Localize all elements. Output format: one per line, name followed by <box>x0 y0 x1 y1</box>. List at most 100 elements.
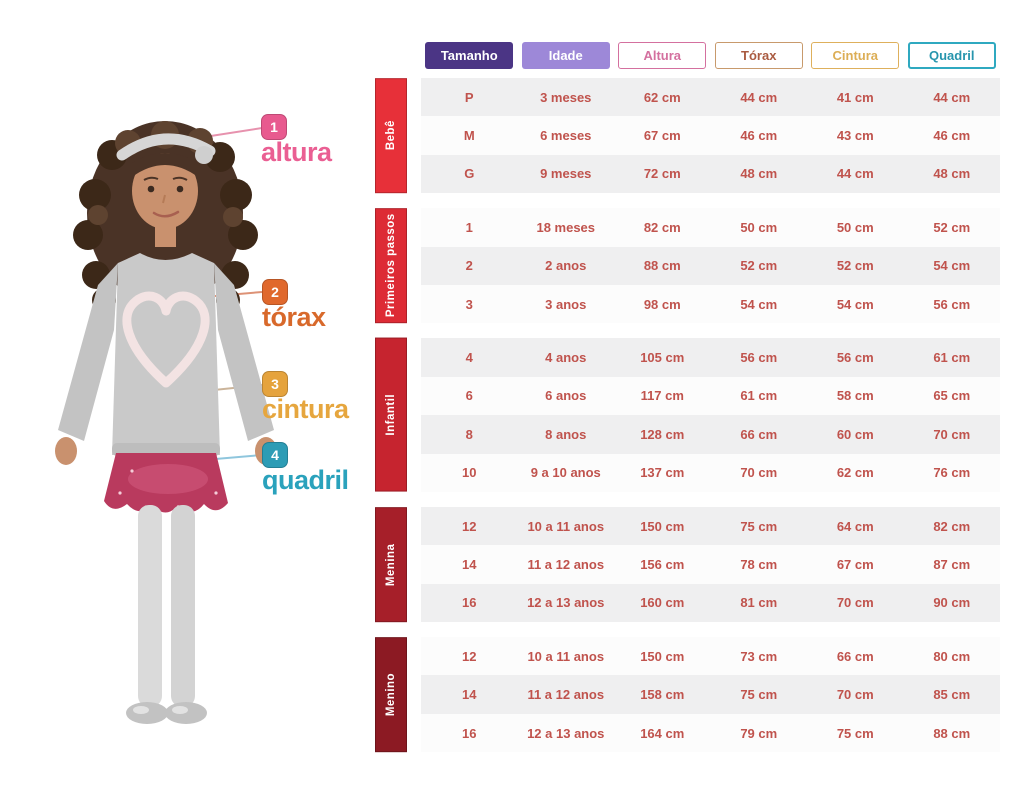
table-cell: 3 anos <box>545 296 587 312</box>
table-cell: 54 cm <box>836 296 874 312</box>
measure-label-2: tórax <box>262 302 326 332</box>
table-cell: 4 <box>465 350 473 366</box>
table-cell: P <box>464 89 474 105</box>
table-cell: 1 <box>465 219 473 235</box>
table-cell: 12 <box>462 518 477 534</box>
measure-badge-2: 2 <box>262 279 288 305</box>
measure-badge-3: 3 <box>262 371 288 397</box>
table-cell: 54 cm <box>740 296 778 312</box>
girl-eye-right <box>176 185 184 193</box>
table-section-2: Infantil 4 4 anos 105 cm 56 cm 56 cm 61 cm 6 6 a… <box>375 338 1000 492</box>
table-cell: 75 cm <box>836 725 874 741</box>
section-label: Infantil <box>375 338 407 492</box>
table-cell: 156 cm <box>640 556 685 572</box>
table-cell: 75 cm <box>740 687 778 703</box>
table-cell: 82 cm <box>643 219 681 235</box>
table-row: M 6 meses 67 cm 46 cm 43 cm 46 cm <box>421 116 1000 155</box>
column-header-tamanho: Tamanho <box>425 42 514 69</box>
table-cell: 8 anos <box>545 426 587 442</box>
table-cell: 50 cm <box>836 219 874 235</box>
table-cell: 52 cm <box>836 258 874 274</box>
table-cell: G <box>464 166 475 182</box>
girl-brow-right <box>172 176 188 181</box>
girl-hair-highlights <box>88 121 243 227</box>
table-cell: 85 cm <box>933 687 971 703</box>
table-section-0: Bebê P 3 meses 62 cm 44 cm 41 cm 44 cm M 6 meses… <box>375 78 1000 194</box>
table-cell: 3 <box>465 296 473 312</box>
girl-shoe-shine-left <box>133 706 149 714</box>
table-cell: 12 a 13 anos <box>527 725 605 741</box>
table-cell: 44 cm <box>836 166 874 182</box>
table-cell: 62 cm <box>836 465 874 481</box>
measure-badge-4: 4 <box>262 442 288 468</box>
header-col: Quadril <box>904 42 1001 69</box>
section-label: Primeiros passos <box>375 208 407 324</box>
girl-eye-left <box>147 185 155 193</box>
table-cell: 66 cm <box>740 426 778 442</box>
table-row: 3 3 anos 98 cm 54 cm 54 cm 56 cm <box>421 284 1000 324</box>
section-label: Menina <box>375 506 407 623</box>
table-cell: 56 cm <box>740 350 778 366</box>
table-cell: 3 meses <box>540 89 592 105</box>
measure-label-1: altura <box>261 137 332 167</box>
table-cell: 10 a 11 anos <box>527 518 605 534</box>
table-cell: 11 a 12 anos <box>527 556 605 572</box>
girl-sweater <box>112 253 220 455</box>
girl-brow-left <box>143 176 159 181</box>
girl-neck <box>155 221 176 247</box>
measure-badge-1: 1 <box>261 114 287 140</box>
table-cell: 67 cm <box>643 128 681 144</box>
table-cell: 12 <box>462 648 477 664</box>
table-cell: 52 cm <box>933 219 971 235</box>
table-cell: 88 cm <box>933 725 971 741</box>
section-rows: 12 10 a 11 anos 150 cm 75 cm 64 cm 82 cm 14 11 … <box>421 506 1000 623</box>
girl-nose <box>162 194 166 204</box>
girl-sweater-hem <box>112 443 220 456</box>
table-cell: 56 cm <box>836 350 874 366</box>
girl-leg-right <box>171 505 195 707</box>
table-row: 8 8 anos 128 cm 66 cm 60 cm 70 cm <box>421 415 1000 454</box>
girl-hand-left <box>55 437 77 465</box>
table-row: 6 6 anos 117 cm 61 cm 58 cm 65 cm <box>421 376 1000 416</box>
table-cell: 18 meses <box>536 219 596 235</box>
table-cell: 44 cm <box>933 89 971 105</box>
table-row: 2 2 anos 88 cm 52 cm 52 cm 54 cm <box>421 246 1000 285</box>
table-cell: 78 cm <box>740 556 778 572</box>
table-cell: 58 cm <box>836 388 874 404</box>
header-col: Cintura <box>807 42 904 69</box>
table-cell: 4 anos <box>545 350 587 366</box>
header-col: Altura <box>614 42 711 69</box>
table-cell: 14 <box>462 556 477 572</box>
table-cell: 70 cm <box>836 595 874 611</box>
table-cell: 61 cm <box>740 388 778 404</box>
girl-shoe-shine-right <box>172 706 188 714</box>
table-cell: 160 cm <box>640 595 685 611</box>
table-cell: 48 cm <box>933 166 971 182</box>
table-cell: 44 cm <box>740 89 778 105</box>
table-row: 16 12 a 13 anos 164 cm 79 cm 75 cm 88 cm <box>421 713 1000 753</box>
table-row: 12 10 a 11 anos 150 cm 73 cm 66 cm 80 cm <box>421 637 1000 676</box>
table-row: 4 4 anos 105 cm 56 cm 56 cm 61 cm <box>421 338 1000 377</box>
column-header-altura: Altura <box>618 42 707 69</box>
girl-mouth <box>152 210 180 218</box>
table-cell: 98 cm <box>643 296 681 312</box>
girl-headband-bow <box>195 146 213 164</box>
table-cell: 87 cm <box>933 556 971 572</box>
table-cell: 137 cm <box>640 465 685 481</box>
girl-fringe <box>132 153 198 177</box>
table-cell: 2 anos <box>545 258 587 274</box>
section-label: Bebê <box>375 78 407 194</box>
table-cell: 70 cm <box>836 687 874 703</box>
table-cell: 8 <box>465 426 473 442</box>
table-cell: 6 meses <box>540 128 592 144</box>
table-cell: 81 cm <box>740 595 778 611</box>
table-cell: 66 cm <box>836 648 874 664</box>
header-col: Tórax <box>711 42 808 69</box>
girl-shoe-right <box>165 702 207 724</box>
table-cell: 150 cm <box>640 648 685 664</box>
section-rows: 4 4 anos 105 cm 56 cm 56 cm 61 cm 6 6 anos 117 c… <box>421 338 1000 492</box>
girl-leg-left <box>138 505 162 707</box>
table-cell: 80 cm <box>933 648 971 664</box>
table-cell: 14 <box>462 687 477 703</box>
